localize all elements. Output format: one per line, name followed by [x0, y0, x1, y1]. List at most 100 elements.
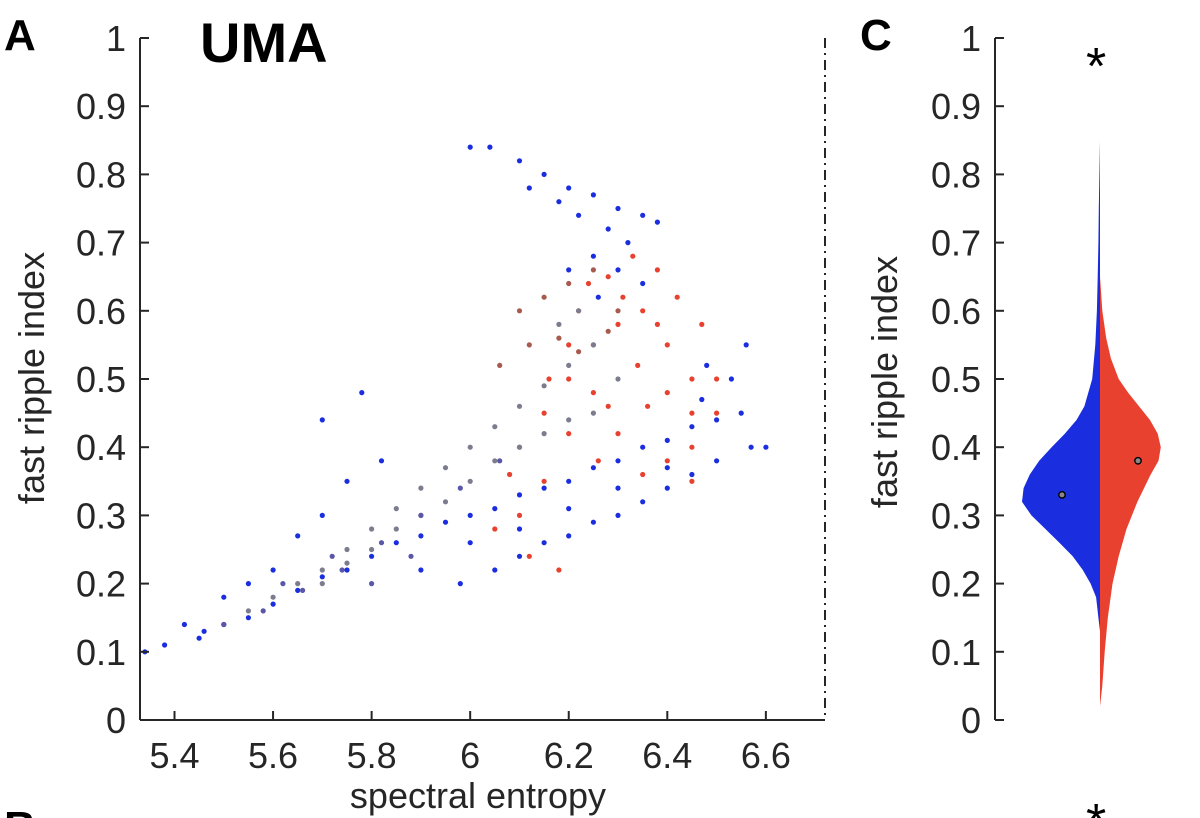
y-tick-label: 0.7: [76, 223, 126, 264]
scatter-point: [492, 506, 498, 512]
scatter-point: [556, 321, 562, 327]
scatter-point: [280, 581, 286, 587]
scatter-point: [556, 199, 562, 205]
partial-lower-star: *: [1086, 794, 1106, 818]
scatter-point: [674, 294, 680, 300]
scatter-point: [615, 267, 621, 273]
scatter-point: [590, 390, 597, 396]
scatter-point: [645, 403, 651, 409]
scatter-point: [590, 253, 597, 259]
scatter-point: [615, 205, 621, 212]
scatter-point: [541, 294, 547, 300]
scatter-point: [329, 553, 335, 559]
y-tick-label: 0.4: [76, 427, 126, 468]
y-tick-label: 0.6: [76, 291, 126, 332]
scatter-point: [640, 212, 646, 218]
scatter-point: [640, 471, 646, 478]
scatter-point: [605, 226, 611, 232]
scatter-point: [576, 308, 582, 314]
y-tick-label: 0.2: [76, 564, 126, 605]
scatter-point: [615, 308, 621, 314]
scatter-point: [664, 458, 670, 464]
scatter-point: [541, 485, 547, 491]
scatter-point: [748, 444, 754, 450]
scatter-point: [516, 553, 523, 559]
scatter-point: [664, 465, 670, 471]
scatter-point: [492, 567, 498, 573]
scatter-point: [664, 390, 670, 396]
scatter-point: [763, 444, 769, 450]
scatter-point: [566, 342, 572, 348]
scatter-point: [590, 342, 597, 348]
scatter-point: [369, 526, 375, 532]
scatter-point: [546, 376, 552, 382]
violin-half-right: [1100, 276, 1161, 707]
scatter-panel: UMA 0 0.1 0.2 0.3 0.4 0.5 0.6 0.7 0.8 0.9 1 5.4 5.6 5…: [11, 11, 826, 816]
scatter-point: [541, 383, 547, 389]
scatter-points: [142, 144, 769, 655]
scatter-point: [714, 417, 720, 423]
x-tick-label: 6.6: [741, 735, 791, 776]
scatter-point: [640, 444, 646, 450]
scatter-point: [516, 308, 523, 314]
scatter-point: [369, 581, 375, 587]
scatter-point: [566, 478, 572, 484]
violin-y-tick-label: 0.1: [931, 632, 981, 673]
scatter-point: [516, 403, 523, 409]
scatter-point: [699, 396, 705, 403]
scatter-point: [714, 410, 720, 416]
x-tick-label: 6.2: [544, 735, 594, 776]
scatter-point: [457, 485, 463, 491]
scatter-point: [369, 553, 375, 559]
scatter-point: [689, 478, 695, 484]
median-marker: [1058, 490, 1066, 499]
scatter-point: [196, 635, 202, 641]
scatter-point: [714, 458, 720, 464]
scatter-point: [442, 465, 449, 471]
scatter-point: [566, 267, 572, 273]
scatter-point: [319, 567, 325, 573]
scatter-point: [319, 574, 325, 580]
scatter-point: [664, 485, 670, 491]
series-gray: [245, 308, 621, 614]
scatter-point: [689, 424, 695, 430]
violin-y-tick-label: 0.7: [931, 223, 981, 264]
scatter-point: [640, 499, 646, 505]
scatter-point: [393, 526, 399, 532]
scatter-point: [541, 540, 547, 546]
scatter-point: [497, 458, 503, 464]
scatter-point: [590, 192, 597, 198]
scatter-point: [664, 437, 670, 443]
scatter-point: [605, 274, 611, 280]
violin-axes: 0 0.1 0.2 0.3 0.4 0.5 0.6 0.7 0.8 0.9 1: [931, 18, 1004, 741]
scatter-point: [566, 376, 572, 382]
scatter-point: [378, 540, 385, 546]
scatter-point: [615, 458, 621, 464]
scatter-point: [640, 308, 646, 314]
scatter-point: [689, 444, 695, 450]
scatter-point: [393, 540, 399, 546]
x-tick-label: 5.8: [347, 735, 397, 776]
y-tick-label: 0.1: [76, 632, 126, 673]
scatter-point: [566, 431, 572, 437]
scatter-point: [526, 553, 532, 559]
scatter-point: [566, 533, 572, 539]
scatter-point: [418, 512, 424, 519]
scatter-point: [556, 567, 562, 573]
scatter-point: [590, 267, 597, 273]
scatter-point: [270, 601, 276, 607]
panel-label-b-partial: B: [4, 803, 36, 818]
scatter-point: [541, 171, 547, 177]
scatter-point: [526, 185, 532, 191]
scatter-point: [566, 506, 572, 512]
scatter-point: [516, 158, 523, 164]
scatter-point: [344, 546, 350, 553]
scatter-point: [566, 362, 572, 368]
scatter-point: [516, 512, 523, 519]
violin-y-tick-label: 0.5: [931, 359, 981, 400]
scatter-point: [344, 567, 350, 573]
scatter-point: [595, 294, 601, 300]
y-tick-label: 0.8: [76, 154, 126, 195]
scatter-point: [359, 390, 365, 396]
